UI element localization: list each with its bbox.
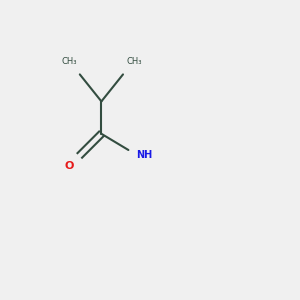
Text: CH₃: CH₃ — [126, 57, 142, 66]
Text: O: O — [64, 161, 74, 171]
Text: CH₃: CH₃ — [61, 57, 77, 66]
Text: NH: NH — [136, 150, 153, 161]
